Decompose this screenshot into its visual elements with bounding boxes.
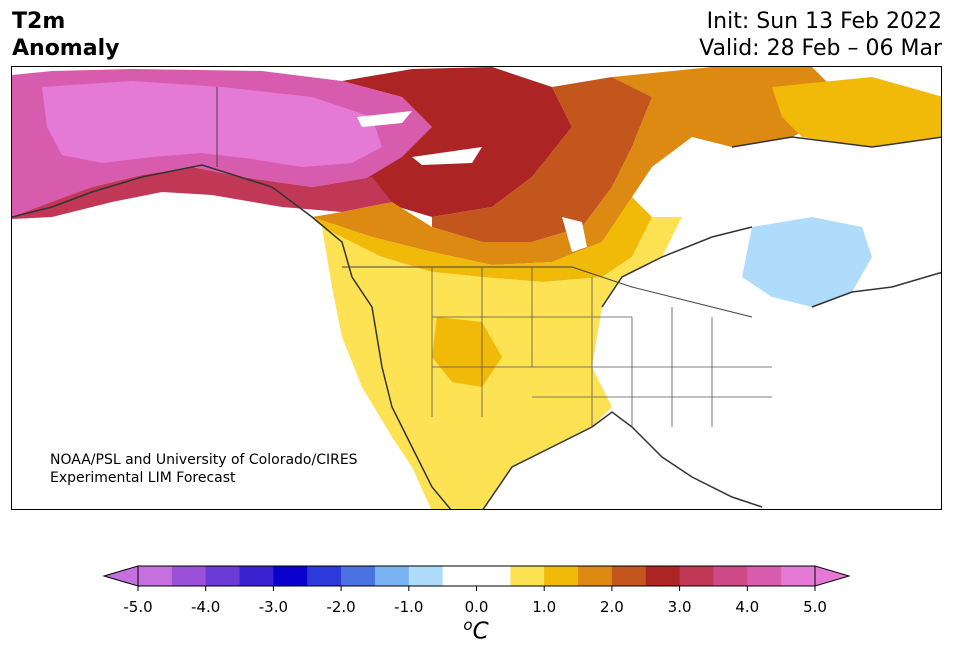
credit-line-2: Experimental LIM Forecast: [50, 470, 236, 486]
colorbar-under-arrow: [102, 565, 139, 587]
colorbar-bin: [442, 566, 477, 586]
colorbar-bin: [544, 566, 579, 586]
colorbar-bin: [476, 566, 511, 586]
map-title: T2m Anomaly: [12, 8, 119, 62]
coastline: [12, 136, 941, 509]
colorbar-bin: [611, 566, 647, 586]
anomaly-map: NOAA/PSL and University of Colorado/CIRE…: [11, 66, 942, 510]
lake-white: [357, 111, 412, 127]
variable-name: T2m: [12, 9, 66, 34]
anomaly-region-gold: [312, 197, 652, 282]
credit-text: NOAA/PSL and University of Colorado/CIRE…: [50, 451, 358, 487]
colorbar-tick-label: -4.0: [191, 598, 221, 616]
colorbar-bin: [341, 566, 376, 586]
colorbar: -5.0 -4.0 -3.0 -2.0 -1.0 0.0 1.0 2.0 3.0 4.0 5.0 o…: [0, 560, 953, 656]
colorbar-bin: [713, 566, 748, 586]
state-borders: [431, 267, 772, 427]
colorbar-bin: [578, 566, 613, 586]
degree-sign: o: [463, 616, 473, 634]
colorbar-scale: [102, 565, 851, 591]
colorbar-tick-label: 4.0: [735, 598, 760, 616]
colorbar-tick-label: 1.0: [532, 598, 557, 616]
init-date: Init: Sun 13 Feb 2022: [706, 9, 942, 34]
colorbar-over-arrow: [814, 565, 851, 587]
credit-line-1: NOAA/PSL and University of Colorado/CIRE…: [50, 452, 358, 468]
unit-letter: C: [472, 618, 489, 645]
colorbar-tick-label: 3.0: [667, 598, 692, 616]
colorbar-bin: [645, 566, 681, 586]
colorbar-tick-label: -5.0: [123, 598, 153, 616]
forecast-dates: Init: Sun 13 Feb 2022 Valid: 28 Feb – 06…: [699, 8, 942, 62]
colorbar-bin: [138, 566, 173, 586]
anomaly-region-light-blue: [742, 217, 872, 307]
valid-period: Valid: 28 Feb – 06 Mar: [699, 36, 942, 61]
colorbar-bin: [307, 566, 342, 586]
colorbar-unit: oC: [463, 616, 488, 645]
colorbar-tick-label: 5.0: [803, 598, 827, 616]
colorbar-bin: [510, 566, 545, 586]
international-border: [216, 87, 753, 318]
colorbar-bin: [374, 566, 410, 586]
colorbar-tick-label: -1.0: [394, 598, 424, 616]
anomaly-region-orange: [312, 67, 852, 265]
anomaly-region-dark-orange: [432, 77, 652, 242]
colorbar-bin: [273, 566, 308, 586]
colorbar-tick-label: -3.0: [258, 598, 289, 616]
colorbar-bin: [781, 566, 816, 586]
variable-type: Anomaly: [12, 36, 120, 61]
colorbar-bin: [408, 566, 444, 586]
anomaly-region-gold-east: [772, 77, 941, 147]
colorbar-bin: [747, 566, 782, 586]
colorbar-tick-label: -2.0: [326, 598, 356, 616]
colorbar-bin: [205, 566, 241, 586]
colorbar-tick-label: 0.0: [464, 598, 489, 616]
anomaly-region-gold-southwest: [432, 317, 502, 387]
colorbar-tick-label: 2.0: [599, 598, 624, 616]
colorbar-bin: [679, 566, 714, 586]
map-canvas: [12, 67, 941, 509]
lake-white: [562, 217, 587, 252]
anomaly-region-red: [342, 67, 572, 217]
lake-white: [412, 147, 482, 165]
colorbar-bin: [239, 566, 274, 586]
colorbar-bin: [171, 566, 207, 586]
anomaly-region-light-pink: [42, 81, 382, 167]
